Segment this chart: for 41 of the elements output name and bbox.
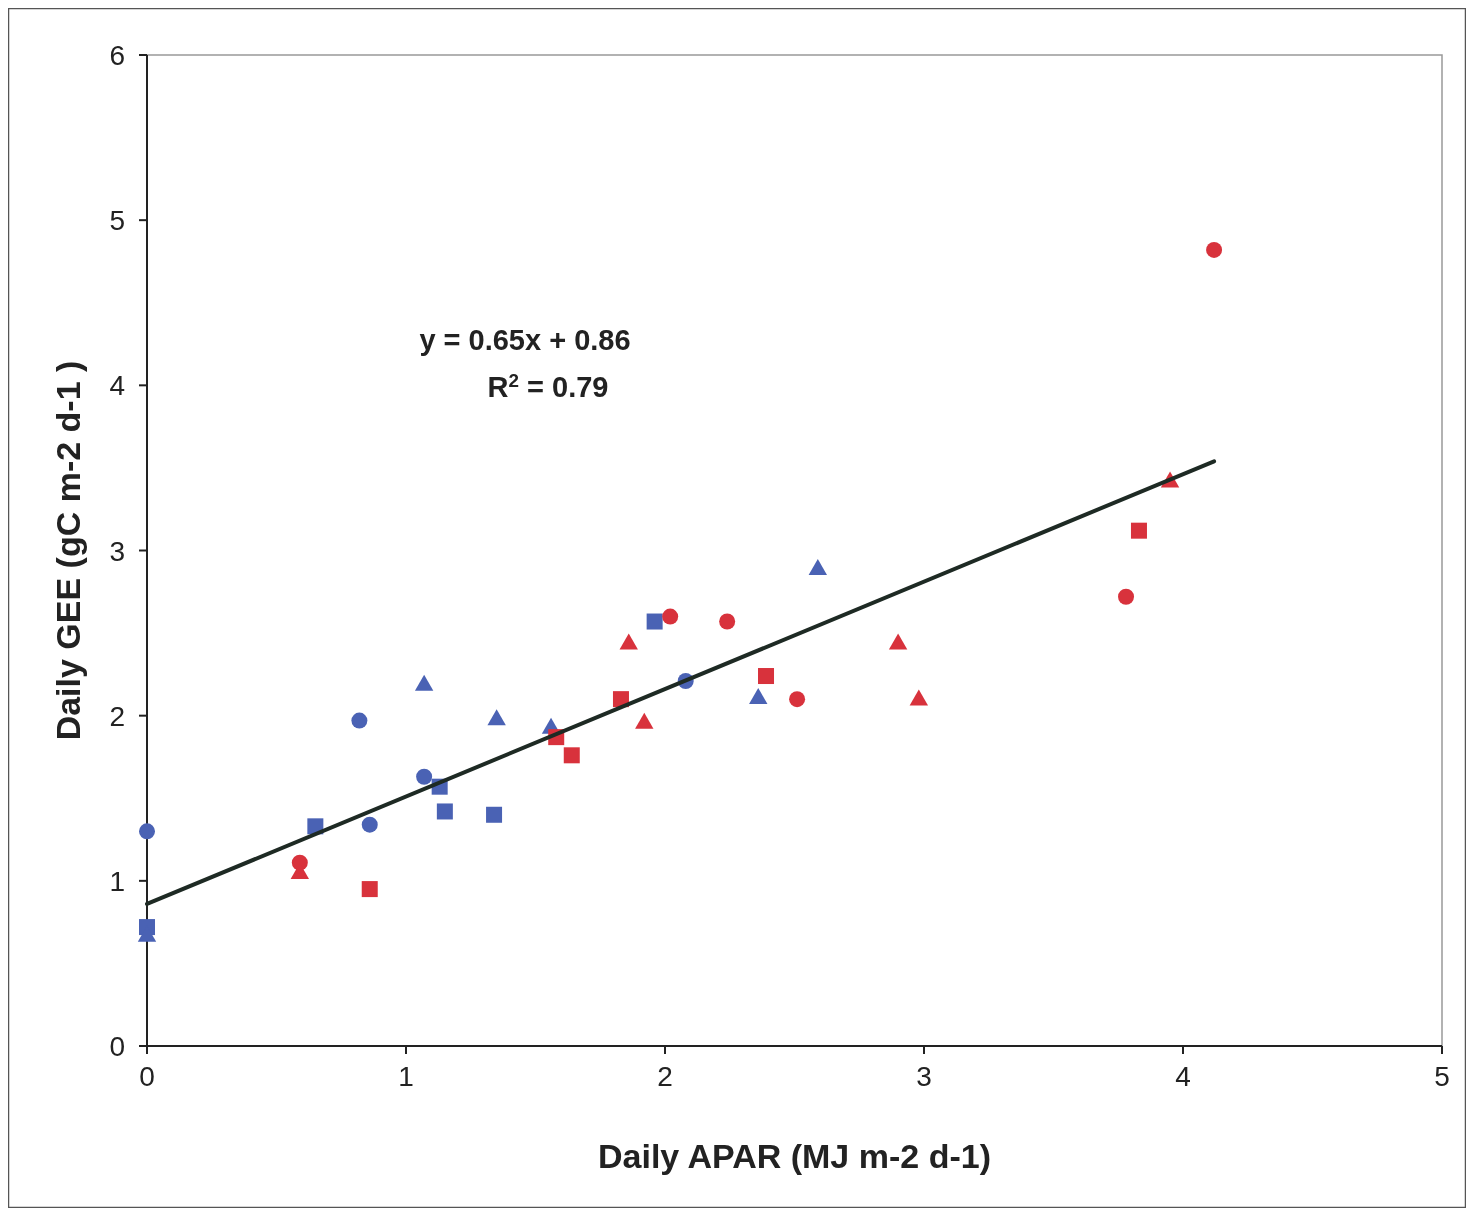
point — [749, 687, 768, 704]
point — [662, 608, 679, 625]
point — [1206, 241, 1223, 258]
point — [719, 613, 736, 630]
x-tick-label: 3 — [916, 1061, 932, 1092]
y-tick-label: 2 — [109, 700, 125, 732]
point — [888, 633, 908, 650]
y-tick-label: 3 — [109, 535, 125, 567]
point — [1130, 522, 1147, 539]
point — [139, 823, 155, 840]
point — [487, 709, 506, 726]
point — [416, 768, 433, 785]
point — [486, 806, 503, 823]
x-tick-label: 5 — [1434, 1061, 1450, 1092]
point — [563, 747, 580, 764]
y-tick-label: 6 — [109, 40, 125, 71]
point — [361, 881, 378, 898]
x-tick-label: 1 — [398, 1061, 414, 1092]
point — [361, 816, 378, 833]
x-tick-label: 4 — [1175, 1061, 1191, 1092]
point — [436, 803, 453, 820]
point — [414, 674, 434, 691]
x-tick-label: 2 — [657, 1061, 673, 1092]
y-tick-label: 0 — [109, 1031, 125, 1062]
annotation: R$^{2}$ = 0.79 — [487, 369, 609, 403]
point — [758, 668, 775, 685]
point — [909, 689, 929, 706]
point — [646, 613, 663, 630]
x-axis-title: Daily APAR (MJ m-2 d-1) — [598, 1137, 991, 1175]
y-tick-label: 4 — [109, 370, 125, 402]
x-tick-label: 0 — [139, 1061, 155, 1092]
annotation: y = 0.65x + 0.86 — [419, 324, 631, 356]
point — [635, 712, 654, 729]
point — [808, 559, 828, 576]
point — [1118, 588, 1135, 605]
point — [789, 691, 806, 708]
point — [619, 633, 638, 650]
point — [351, 712, 368, 729]
y-axis-title: Daily GEE (gC m-2 d-1 ) — [49, 360, 87, 741]
y-tick-label: 5 — [109, 205, 125, 237]
y-tick-label: 1 — [109, 865, 125, 897]
